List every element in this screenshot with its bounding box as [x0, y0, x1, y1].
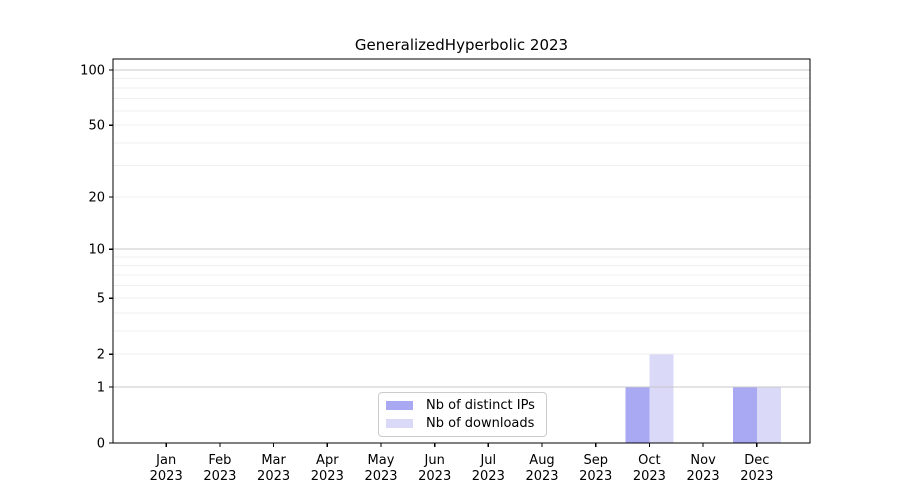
y-tick-label-50: 50 — [88, 119, 105, 134]
bar-oct-downloads — [649, 354, 674, 443]
x-tick-label-month-dec: Dec — [744, 453, 769, 468]
x-tick-label-month-oct: Oct — [638, 453, 660, 468]
legend: Nb of distinct IPs Nb of downloads — [378, 392, 547, 437]
x-tick-label-month-jun: Jun — [424, 453, 445, 468]
legend-label-distinct-ips: Nb of distinct IPs — [426, 398, 535, 413]
x-tick-label-month-may: May — [368, 453, 395, 468]
x-tick-label-month-sep: Sep — [583, 453, 608, 468]
x-tick-label-month-jan: Jan — [155, 453, 176, 468]
x-tick-label-year-dec: 2023 — [740, 469, 773, 484]
legend-label-downloads: Nb of downloads — [426, 416, 535, 431]
x-tick-label-year-jul: 2023 — [472, 469, 505, 484]
y-tick-label-100: 100 — [80, 64, 105, 79]
axes-spines — [112, 58, 811, 444]
chart-title: GeneralizedHyperbolic 2023 — [354, 36, 569, 54]
x-tick-label-month-jul: Jul — [479, 453, 496, 468]
y-tick-label-5: 5 — [97, 292, 105, 307]
x-tick-label-year-may: 2023 — [364, 469, 397, 484]
x-tick-label-year-jan: 2023 — [150, 469, 183, 484]
x-tick-label-year-nov: 2023 — [687, 469, 720, 484]
bar-oct-distinct-ips — [625, 387, 650, 443]
legend-swatch-downloads — [386, 419, 413, 428]
y-tick-label-2: 2 — [97, 348, 105, 363]
y-tick-label-10: 10 — [88, 243, 105, 258]
y-tick-label-1: 1 — [97, 381, 105, 396]
y-tick-label-20: 20 — [88, 190, 105, 205]
x-tick-label-year-oct: 2023 — [633, 469, 666, 484]
x-tick-label-year-sep: 2023 — [579, 469, 612, 484]
x-tick-label-year-feb: 2023 — [203, 469, 236, 484]
bar-dec-downloads — [756, 387, 781, 443]
legend-item-downloads: Nb of downloads — [386, 416, 535, 431]
y-tick-label-0: 0 — [97, 437, 105, 452]
x-tick-label-month-nov: Nov — [690, 453, 716, 468]
x-tick-label-month-feb: Feb — [208, 453, 231, 468]
x-tick-label-month-aug: Aug — [529, 453, 554, 468]
x-tick-label-year-jun: 2023 — [418, 469, 451, 484]
x-tick-label-year-apr: 2023 — [311, 469, 344, 484]
x-tick-label-month-mar: Mar — [261, 453, 286, 468]
legend-item-distinct-ips: Nb of distinct IPs — [386, 398, 535, 413]
x-tick-label-year-mar: 2023 — [257, 469, 290, 484]
x-tick-label-year-aug: 2023 — [525, 469, 558, 484]
x-tick-label-month-apr: Apr — [316, 453, 339, 468]
legend-swatch-distinct-ips — [386, 401, 413, 410]
bar-dec-distinct-ips — [732, 387, 757, 443]
